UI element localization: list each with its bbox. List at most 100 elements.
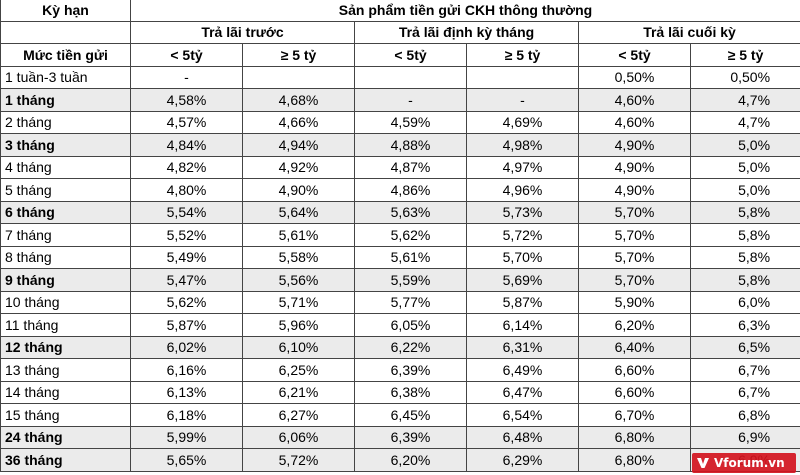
rate-cell: 4,86% xyxy=(354,178,467,202)
rate-cell: 5,8% xyxy=(689,268,800,292)
table-row: 1 tuần-3 tuần - 0,50% 0,50% xyxy=(0,65,800,89)
rate-cell: 5,62% xyxy=(130,290,243,314)
rate-cell: 4,57% xyxy=(130,110,243,134)
rate-cell: 6,29% xyxy=(466,448,579,472)
rate-cell: 4,88% xyxy=(354,133,467,157)
amount-header: Mức tiền gửi xyxy=(0,43,131,67)
sub-header: ≥ 5 tỷ xyxy=(242,43,355,67)
rate-cell: 6,25% xyxy=(242,358,355,382)
group-header-end-of-term: Trả lãi cuối kỳ xyxy=(577,20,800,44)
term-cell: 5 tháng xyxy=(0,178,131,202)
rate-cell: 6,60% xyxy=(578,380,691,404)
rate-cell: - xyxy=(354,88,467,112)
rate-cell: 4,90% xyxy=(242,178,355,202)
term-cell: 15 tháng xyxy=(0,403,131,427)
rate-cell: 5,0% xyxy=(689,133,800,157)
rate-cell: 4,90% xyxy=(578,178,691,202)
rate-cell: 4,69% xyxy=(466,110,579,134)
sub-header: < 5tỷ xyxy=(130,43,243,67)
table-row: 3 tháng 4,84% 4,94% 4,88% 4,98% 4,90% 5,0% xyxy=(0,133,800,157)
rate-cell: 6,21% xyxy=(242,380,355,404)
rate-cell: 4,94% xyxy=(242,133,355,157)
table-row: 2 tháng 4,57% 4,66% 4,59% 4,69% 4,60% 4,7% xyxy=(0,110,800,134)
rate-cell: - xyxy=(130,65,243,89)
term-cell: 4 tháng xyxy=(0,155,131,179)
table-row: 4 tháng 4,82% 4,92% 4,87% 4,97% 4,90% 5,0% xyxy=(0,155,800,179)
rate-cell: 4,90% xyxy=(578,155,691,179)
table-row: 12 tháng 6,02% 6,10% 6,22% 6,31% 6,40% 6,5% xyxy=(0,335,800,359)
v-logo-icon xyxy=(697,458,709,468)
sub-header: ≥ 5 tỷ xyxy=(689,43,800,67)
rate-cell: 5,52% xyxy=(130,223,243,247)
rate-cell: 6,22% xyxy=(354,335,467,359)
rate-cell: 6,18% xyxy=(130,403,243,427)
term-cell: 14 tháng xyxy=(0,380,131,404)
rate-cell: 5,61% xyxy=(354,245,467,269)
rate-cell: 5,73% xyxy=(466,200,579,224)
term-cell: 3 tháng xyxy=(0,133,131,157)
rate-cell: 5,72% xyxy=(466,223,579,247)
rate-cell: 4,98% xyxy=(466,133,579,157)
sub-header: ≥ 5 tỷ xyxy=(466,43,579,67)
rate-cell: 4,7% xyxy=(689,88,800,112)
rate-cell: 6,27% xyxy=(242,403,355,427)
rate-cell: 6,49% xyxy=(466,358,579,382)
rate-cell: 6,47% xyxy=(466,380,579,404)
table-row: 1 tháng 4,58% 4,68% - -4,60% 4,7% xyxy=(0,88,800,112)
term-cell: 1 tháng xyxy=(0,88,131,112)
table-row: 6 tháng 5,54% 5,64% 5,63% 5,73% 5,70% 5,8% xyxy=(0,200,800,224)
rate-cell: 6,48% xyxy=(466,425,579,449)
term-cell: 6 tháng xyxy=(0,200,131,224)
rate-cell: 5,70% xyxy=(578,200,691,224)
rate-cell: 4,96% xyxy=(466,178,579,202)
rate-cell: 6,45% xyxy=(354,403,467,427)
rate-cell: 0,50% xyxy=(689,65,800,89)
table-row: 8 tháng 5,49% 5,58% 5,61% 5,70% 5,70% 5,8% xyxy=(0,245,800,269)
group-header-prepaid: Trả lãi trước xyxy=(130,20,355,44)
sub-header: < 5tỷ xyxy=(578,43,691,67)
rate-cell: 5,8% xyxy=(689,200,800,224)
rate-cell: 5,47% xyxy=(130,268,243,292)
rate-cell: 6,80% xyxy=(578,425,691,449)
rate-cell: 4,97% xyxy=(466,155,579,179)
rate-cell: 5,77% xyxy=(354,290,467,314)
rate-cell: 6,80% xyxy=(578,448,691,472)
sub-header: < 5tỷ xyxy=(354,43,467,67)
rate-cell: 4,59% xyxy=(354,110,467,134)
rate-cell: 4,84% xyxy=(130,133,243,157)
rate-cell: 6,60% xyxy=(578,358,691,382)
rate-cell: 6,16% xyxy=(130,358,243,382)
rate-cell: 5,70% xyxy=(578,223,691,247)
rate-cell: 5,0% xyxy=(689,155,800,179)
rate-cell: 6,7% xyxy=(689,358,800,382)
rate-cell: 4,68% xyxy=(242,88,355,112)
rate-cell: 4,90% xyxy=(578,133,691,157)
table-row: 10 tháng 5,62% 5,71% 5,77% 5,87% 5,90% 6,0% xyxy=(0,290,800,314)
table-row: 9 tháng 5,47% 5,56% 5,59% 5,69% 5,70% 5,8% xyxy=(0,268,800,292)
rate-cell: 5,70% xyxy=(578,268,691,292)
rate-cell: 6,54% xyxy=(466,403,579,427)
table-body: 1 tuần-3 tuần -0,50% 0,50% 1 tháng 4,58% 4,68… xyxy=(0,65,800,472)
table-row: 13 tháng 6,16% 6,25% 6,39% 6,49% 6,60% 6,7% xyxy=(0,358,800,382)
rate-cell: 6,14% xyxy=(466,313,579,337)
rate-cell: 6,05% xyxy=(354,313,467,337)
term-cell: 9 tháng xyxy=(0,268,131,292)
rate-cell: 5,56% xyxy=(242,268,355,292)
group-header-monthly: Trả lãi định kỳ tháng xyxy=(354,20,579,44)
term-cell: 1 tuần-3 tuần xyxy=(0,65,131,89)
rate-cell: 0,50% xyxy=(578,65,691,89)
rate-cell: 4,82% xyxy=(130,155,243,179)
term-cell: 12 tháng xyxy=(0,335,131,359)
rate-cell: 5,58% xyxy=(242,245,355,269)
rate-cell: 4,92% xyxy=(242,155,355,179)
term-cell: 10 tháng xyxy=(0,290,131,314)
rate-cell: - xyxy=(466,88,579,112)
rate-cell xyxy=(354,65,467,89)
term-cell: 24 tháng xyxy=(0,425,131,449)
table-header: Kỳ hạn Sản phẩm tiền gửi CKH thông thườn… xyxy=(0,0,800,67)
watermark-text: Vforum.vn xyxy=(714,456,785,470)
rate-cell xyxy=(466,65,579,89)
term-header: Kỳ hạn xyxy=(0,0,131,22)
rate-cell: 6,31% xyxy=(466,335,579,359)
product-title: Sản phẩm tiền gửi CKH thông thường xyxy=(129,0,800,22)
